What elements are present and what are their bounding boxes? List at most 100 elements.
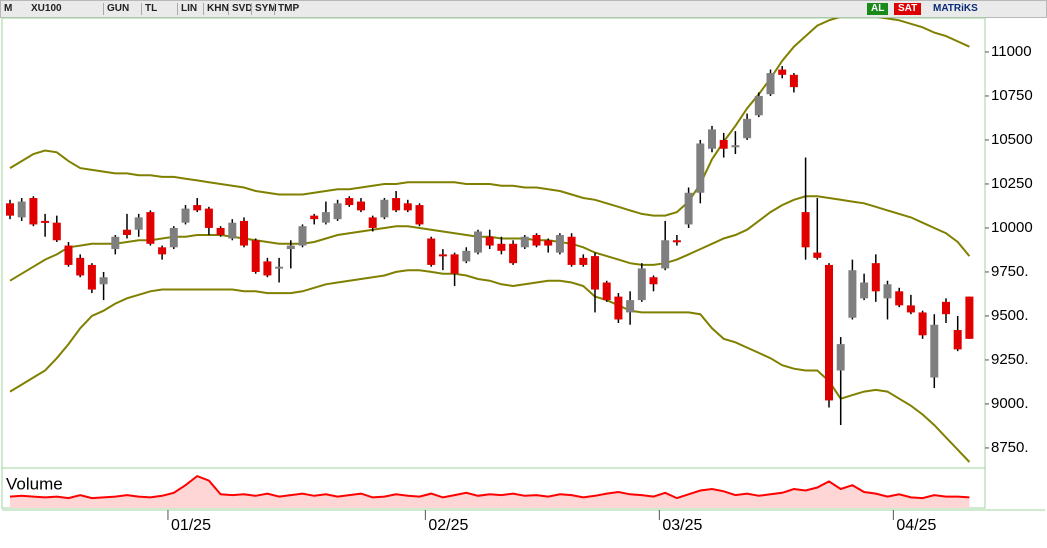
candle-body <box>357 201 365 211</box>
candle-body <box>310 215 319 220</box>
candle-body <box>614 296 623 320</box>
candle-body <box>789 74 798 88</box>
candle-body <box>450 254 459 274</box>
candle-body <box>240 220 248 246</box>
candle-body <box>719 139 728 149</box>
y-tick-label: 11000 <box>991 43 1032 60</box>
candle-body <box>965 296 974 339</box>
y-tick-label: 8750. <box>991 439 1029 456</box>
candle-body <box>778 69 787 75</box>
x-tick-label: 01/25 <box>171 517 211 534</box>
candle-body <box>591 256 599 290</box>
candle-body <box>813 252 822 258</box>
candle-body <box>754 95 763 116</box>
candle-body <box>181 208 190 223</box>
candle-body <box>146 212 155 244</box>
candle-body <box>509 243 518 264</box>
candle-body <box>696 143 705 193</box>
candle-body <box>637 268 646 301</box>
plot-area <box>6 18 974 463</box>
y-tick-label: 10000 <box>991 219 1033 236</box>
line-button[interactable]: LIN <box>177 3 197 15</box>
candle-body <box>626 300 635 313</box>
volume-title: Volume <box>6 474 63 493</box>
y-tick-label: 9750. <box>991 263 1029 280</box>
candle-body <box>649 277 658 285</box>
x-tick-label: 02/25 <box>428 517 468 534</box>
y-tick-label: 10250 <box>991 175 1033 192</box>
candle-body <box>52 222 61 241</box>
candle-body <box>825 264 833 401</box>
y-tick-label: 10750 <box>991 87 1033 104</box>
volume-line <box>9 474 970 500</box>
candle-body <box>520 236 529 248</box>
candle-body <box>321 212 330 223</box>
svd-button[interactable]: SVD <box>228 3 253 15</box>
y-tick-label: 9250. <box>991 351 1029 368</box>
candle-body <box>544 240 553 246</box>
volume-area <box>10 476 970 508</box>
candle-body <box>602 282 611 301</box>
candle-body <box>883 284 892 299</box>
y-tick-label: 9000. <box>991 395 1029 412</box>
candle-body <box>918 312 927 336</box>
candle-body <box>930 324 939 378</box>
candle-body <box>462 250 471 262</box>
candle-body <box>158 247 167 255</box>
candle-body <box>204 208 213 228</box>
candle-body <box>474 231 482 253</box>
candle-body <box>216 227 225 235</box>
candle-body <box>6 203 14 216</box>
candle-body <box>731 145 740 148</box>
candle-body <box>766 73 775 95</box>
period-button[interactable]: GUN <box>103 3 129 15</box>
candle-body <box>134 217 143 230</box>
band-upper <box>9 18 970 217</box>
candle-body <box>193 205 202 211</box>
y-tick-label: 10500 <box>991 131 1033 148</box>
candle-body <box>76 257 85 276</box>
candle-body <box>345 198 354 206</box>
candle-body <box>555 234 564 253</box>
x-tick-label: 03/25 <box>662 517 702 534</box>
candle-body <box>708 129 716 149</box>
candle-body <box>392 198 401 211</box>
menu-button[interactable]: M <box>4 3 13 14</box>
candle-body <box>169 227 178 248</box>
candle-body <box>333 203 342 220</box>
candle-body <box>17 201 26 218</box>
symbol-button[interactable]: XU100 <box>31 3 62 14</box>
candle-body <box>497 243 506 251</box>
sell-button[interactable]: SAT <box>894 3 922 15</box>
x-tick-label: 04/25 <box>896 517 936 534</box>
tmp-button[interactable]: TMP <box>274 3 299 15</box>
candle-body <box>403 203 412 211</box>
candle-body <box>380 199 389 218</box>
candle-body <box>228 222 237 239</box>
candle-body <box>579 257 588 265</box>
sym-button[interactable]: SYM <box>251 3 277 15</box>
candle-body <box>298 226 307 246</box>
band-lower <box>9 269 971 463</box>
brand: MATRiKS <box>933 3 978 14</box>
candle-body <box>427 238 436 265</box>
candle-body <box>87 264 96 290</box>
candle-body <box>123 229 131 235</box>
candle-body <box>567 236 576 265</box>
buy-button[interactable]: AL <box>867 3 889 15</box>
candle-body <box>848 270 857 318</box>
candle-body <box>860 282 869 299</box>
candle-body <box>906 305 915 313</box>
candle-body <box>111 236 120 250</box>
candle-body <box>99 277 108 285</box>
currency-button[interactable]: TL <box>141 3 157 15</box>
y-tick-label: 9500. <box>991 307 1029 324</box>
candle-body <box>29 198 38 225</box>
candle-body <box>251 240 260 272</box>
candle-body <box>275 266 284 269</box>
candle-body <box>743 118 752 139</box>
candle-body <box>64 245 73 265</box>
khn-button[interactable]: KHN <box>203 3 229 15</box>
candle-body <box>485 236 494 246</box>
